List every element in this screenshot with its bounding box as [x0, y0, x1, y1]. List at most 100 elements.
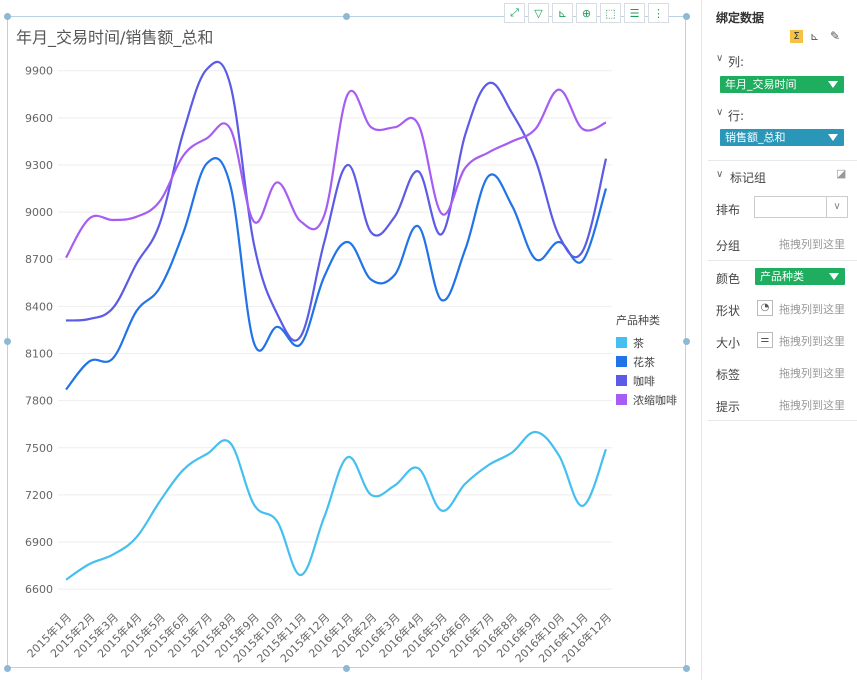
- columns-pill[interactable]: 年月_交易时间: [720, 76, 844, 93]
- dropdown-caret-icon[interactable]: [828, 134, 838, 141]
- resize-handle-right[interactable]: [683, 338, 690, 345]
- data-point: [582, 260, 584, 262]
- tag-icon[interactable]: ◪: [836, 167, 847, 180]
- data-point: [253, 243, 255, 245]
- data-point: [511, 112, 513, 114]
- group-drop-zone[interactable]: 拖拽列到这里: [779, 238, 845, 251]
- dropdown-caret-icon[interactable]: [829, 273, 839, 280]
- marks-label: 标记组: [730, 171, 767, 185]
- chevron-down-icon[interactable]: ∨: [716, 53, 724, 64]
- shape-label: 形状: [716, 304, 741, 318]
- data-point: [112, 554, 114, 556]
- data-point: [65, 320, 67, 322]
- legend-entry: 花茶: [633, 356, 655, 369]
- data-point: [323, 241, 325, 243]
- y-tick-label: 8700: [25, 253, 53, 266]
- axis-icon[interactable]: ⊾: [552, 3, 573, 23]
- data-point: [323, 214, 325, 216]
- series-line-3: [65, 88, 607, 259]
- x-axis: 2015年1月2015年2月2015年3月2015年4月2015年5月2015年…: [24, 610, 614, 665]
- data-point: [206, 163, 208, 165]
- size-label: 大小: [716, 336, 741, 350]
- grid-layer: [58, 70, 612, 590]
- columns-pill-label: 年月_交易时间: [725, 78, 797, 91]
- data-point: [230, 442, 232, 444]
- data-point: [159, 200, 161, 202]
- data-point: [488, 464, 490, 466]
- list-icon[interactable]: ☰: [624, 3, 645, 23]
- data-point: [464, 249, 466, 251]
- data-point: [230, 128, 232, 130]
- data-point: [441, 233, 443, 235]
- tip-drop-zone[interactable]: 拖拽列到这里: [779, 399, 845, 412]
- data-point: [89, 563, 91, 565]
- tag-drop-zone[interactable]: 拖拽列到这里: [779, 367, 845, 380]
- resize-handle-top-left[interactable]: [4, 13, 11, 20]
- resize-handle-top-right[interactable]: [683, 13, 690, 20]
- data-point: [183, 232, 185, 234]
- data-point: [417, 170, 419, 172]
- series-layer: [65, 60, 608, 581]
- data-point: [253, 504, 255, 506]
- shape-icon[interactable]: ◔: [757, 300, 773, 316]
- data-point: [323, 276, 325, 278]
- data-point: [535, 159, 537, 161]
- data-point: [441, 213, 443, 215]
- axis-swap-icon[interactable]: ⊾: [810, 30, 820, 43]
- tag-label: 标签: [716, 368, 741, 382]
- y-tick-label: 9000: [25, 206, 53, 219]
- data-point: [183, 155, 185, 157]
- chart-canvas: 年月_交易时间/销售额_总和 ⤢ ▽ ⊾ ⊕ ⬚ ☰ ⋮ 6600 6900 720…: [4, 3, 690, 672]
- select-icon[interactable]: ⬚: [600, 3, 621, 23]
- data-point: [488, 82, 490, 84]
- data-point: [347, 164, 349, 166]
- data-point: [605, 122, 607, 124]
- data-point: [277, 313, 279, 315]
- data-point: [277, 181, 279, 183]
- data-point: [65, 257, 67, 259]
- fullscreen-icon[interactable]: ⤢: [504, 3, 525, 23]
- y-tick-label: 9300: [25, 159, 53, 172]
- data-point: [605, 449, 607, 451]
- data-point: [464, 483, 466, 485]
- data-point: [136, 216, 138, 218]
- data-point: [300, 221, 302, 223]
- rows-pill[interactable]: 销售额_总和: [720, 129, 844, 146]
- data-point: [300, 574, 302, 576]
- shape-drop-zone[interactable]: 拖拽列到这里: [779, 303, 845, 316]
- y-tick-label: 9600: [25, 112, 53, 125]
- resize-handle-bottom-left[interactable]: [4, 665, 11, 672]
- data-point: [394, 274, 396, 276]
- more-icon[interactable]: ⋮: [648, 3, 669, 23]
- layout-label: 排布: [716, 203, 741, 217]
- layout-select[interactable]: ∨: [754, 196, 848, 218]
- eraser-icon[interactable]: ✎: [830, 29, 841, 43]
- data-point: [206, 137, 208, 139]
- resize-handle-top[interactable]: [343, 13, 350, 20]
- resize-handle-bottom-right[interactable]: [683, 665, 690, 672]
- resize-handle-left[interactable]: [4, 338, 11, 345]
- data-point: [464, 134, 466, 136]
- size-drop-zone[interactable]: 拖拽列到这里: [779, 335, 845, 348]
- size-slider-icon[interactable]: ⚌: [757, 332, 773, 348]
- data-point: [370, 494, 372, 496]
- chevron-down-icon[interactable]: ∨: [716, 169, 724, 180]
- chevron-down-icon[interactable]: ∨: [716, 107, 724, 118]
- legend-title: 产品种类: [616, 313, 660, 327]
- filter-icon[interactable]: ▽: [528, 3, 549, 23]
- chevron-down-icon[interactable]: ∨: [826, 197, 847, 217]
- color-pill[interactable]: 产品种类: [755, 268, 845, 285]
- zoom-icon[interactable]: ⊕: [576, 3, 597, 23]
- sigma-icon[interactable]: Σ: [790, 30, 803, 43]
- group-label: 分组: [716, 239, 741, 253]
- data-point: [370, 126, 372, 128]
- line-chart: 6600 6900 7200 7500 7800 8100 8400 8700 9000 9300…: [24, 60, 677, 665]
- dropdown-caret-icon[interactable]: [828, 81, 838, 88]
- data-point: [277, 326, 279, 328]
- y-tick-label: 6600: [25, 583, 53, 596]
- data-point: [488, 152, 490, 154]
- data-point: [535, 431, 537, 433]
- data-point: [136, 537, 138, 539]
- resize-handle-bottom[interactable]: [343, 665, 350, 672]
- data-point: [558, 235, 560, 237]
